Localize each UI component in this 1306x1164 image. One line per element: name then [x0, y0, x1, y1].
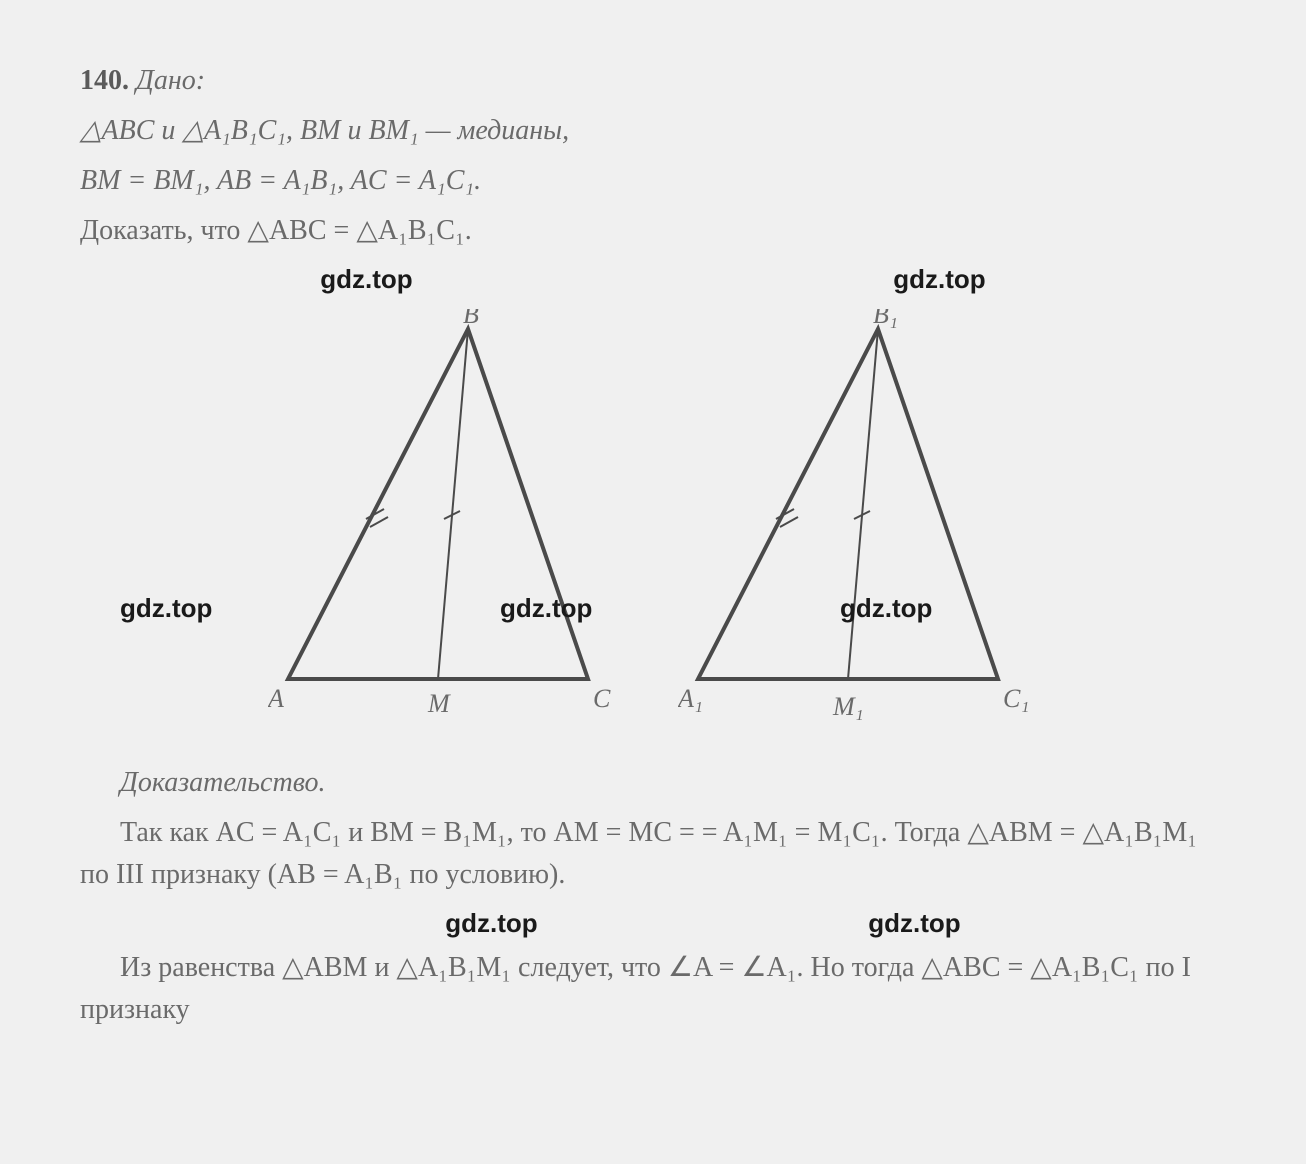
triangle-abc-svg: B A M C: [268, 309, 628, 729]
label-c: C: [593, 684, 611, 713]
watermark-row-bottom: gdz.top gdz.top: [80, 904, 1226, 943]
proof-p2: Из равенства △ABM и △A₁B₁M₁ следует, что…: [80, 947, 1226, 1031]
proof-p1: Так как AC = A₁C₁ и BM = B₁M₁, то AM = M…: [80, 812, 1226, 896]
label-m: M: [427, 689, 451, 718]
label-a1: A₁: [678, 684, 703, 713]
prove-line: Доказать, что △ABC = △A₁B₁C₁.: [80, 210, 1226, 252]
watermark: gdz.top: [840, 589, 932, 628]
watermark: gdz.top: [120, 589, 212, 628]
label-m1: M₁: [832, 692, 864, 721]
watermark: gdz.top: [868, 904, 960, 943]
watermark-row-top: gdz.top gdz.top: [80, 260, 1226, 299]
triangle-right: B₁ A₁ M₁ C₁: [678, 309, 1038, 742]
given-line-1: △ABC и △A₁B₁C₁, BM и BM₁ — медианы,: [80, 110, 1226, 152]
label-a: A: [268, 684, 284, 713]
given-label: Дано:: [136, 65, 205, 96]
triangle-a1b1c1-svg: B₁ A₁ M₁ C₁: [678, 309, 1038, 729]
label-b1: B₁: [873, 309, 898, 329]
watermark: gdz.top: [320, 260, 412, 299]
watermark: gdz.top: [893, 260, 985, 299]
problem-number: 140.: [80, 65, 129, 96]
watermark: gdz.top: [445, 904, 537, 943]
problem-header: 140. Дано:: [80, 60, 1226, 102]
proof-heading: Доказательство.: [80, 762, 1226, 804]
given-line-2: BM = BM₁, AB = A₁B₁, AC = A₁C₁.: [80, 160, 1226, 202]
diagram-area: B A M C B₁ A₁ M₁ C₁ gdz.top gdz.top gdz.…: [80, 309, 1226, 742]
triangle-left: B A M C: [268, 309, 628, 742]
label-b: B: [463, 309, 479, 329]
watermark: gdz.top: [500, 589, 592, 628]
label-c1: C₁: [1003, 684, 1029, 713]
